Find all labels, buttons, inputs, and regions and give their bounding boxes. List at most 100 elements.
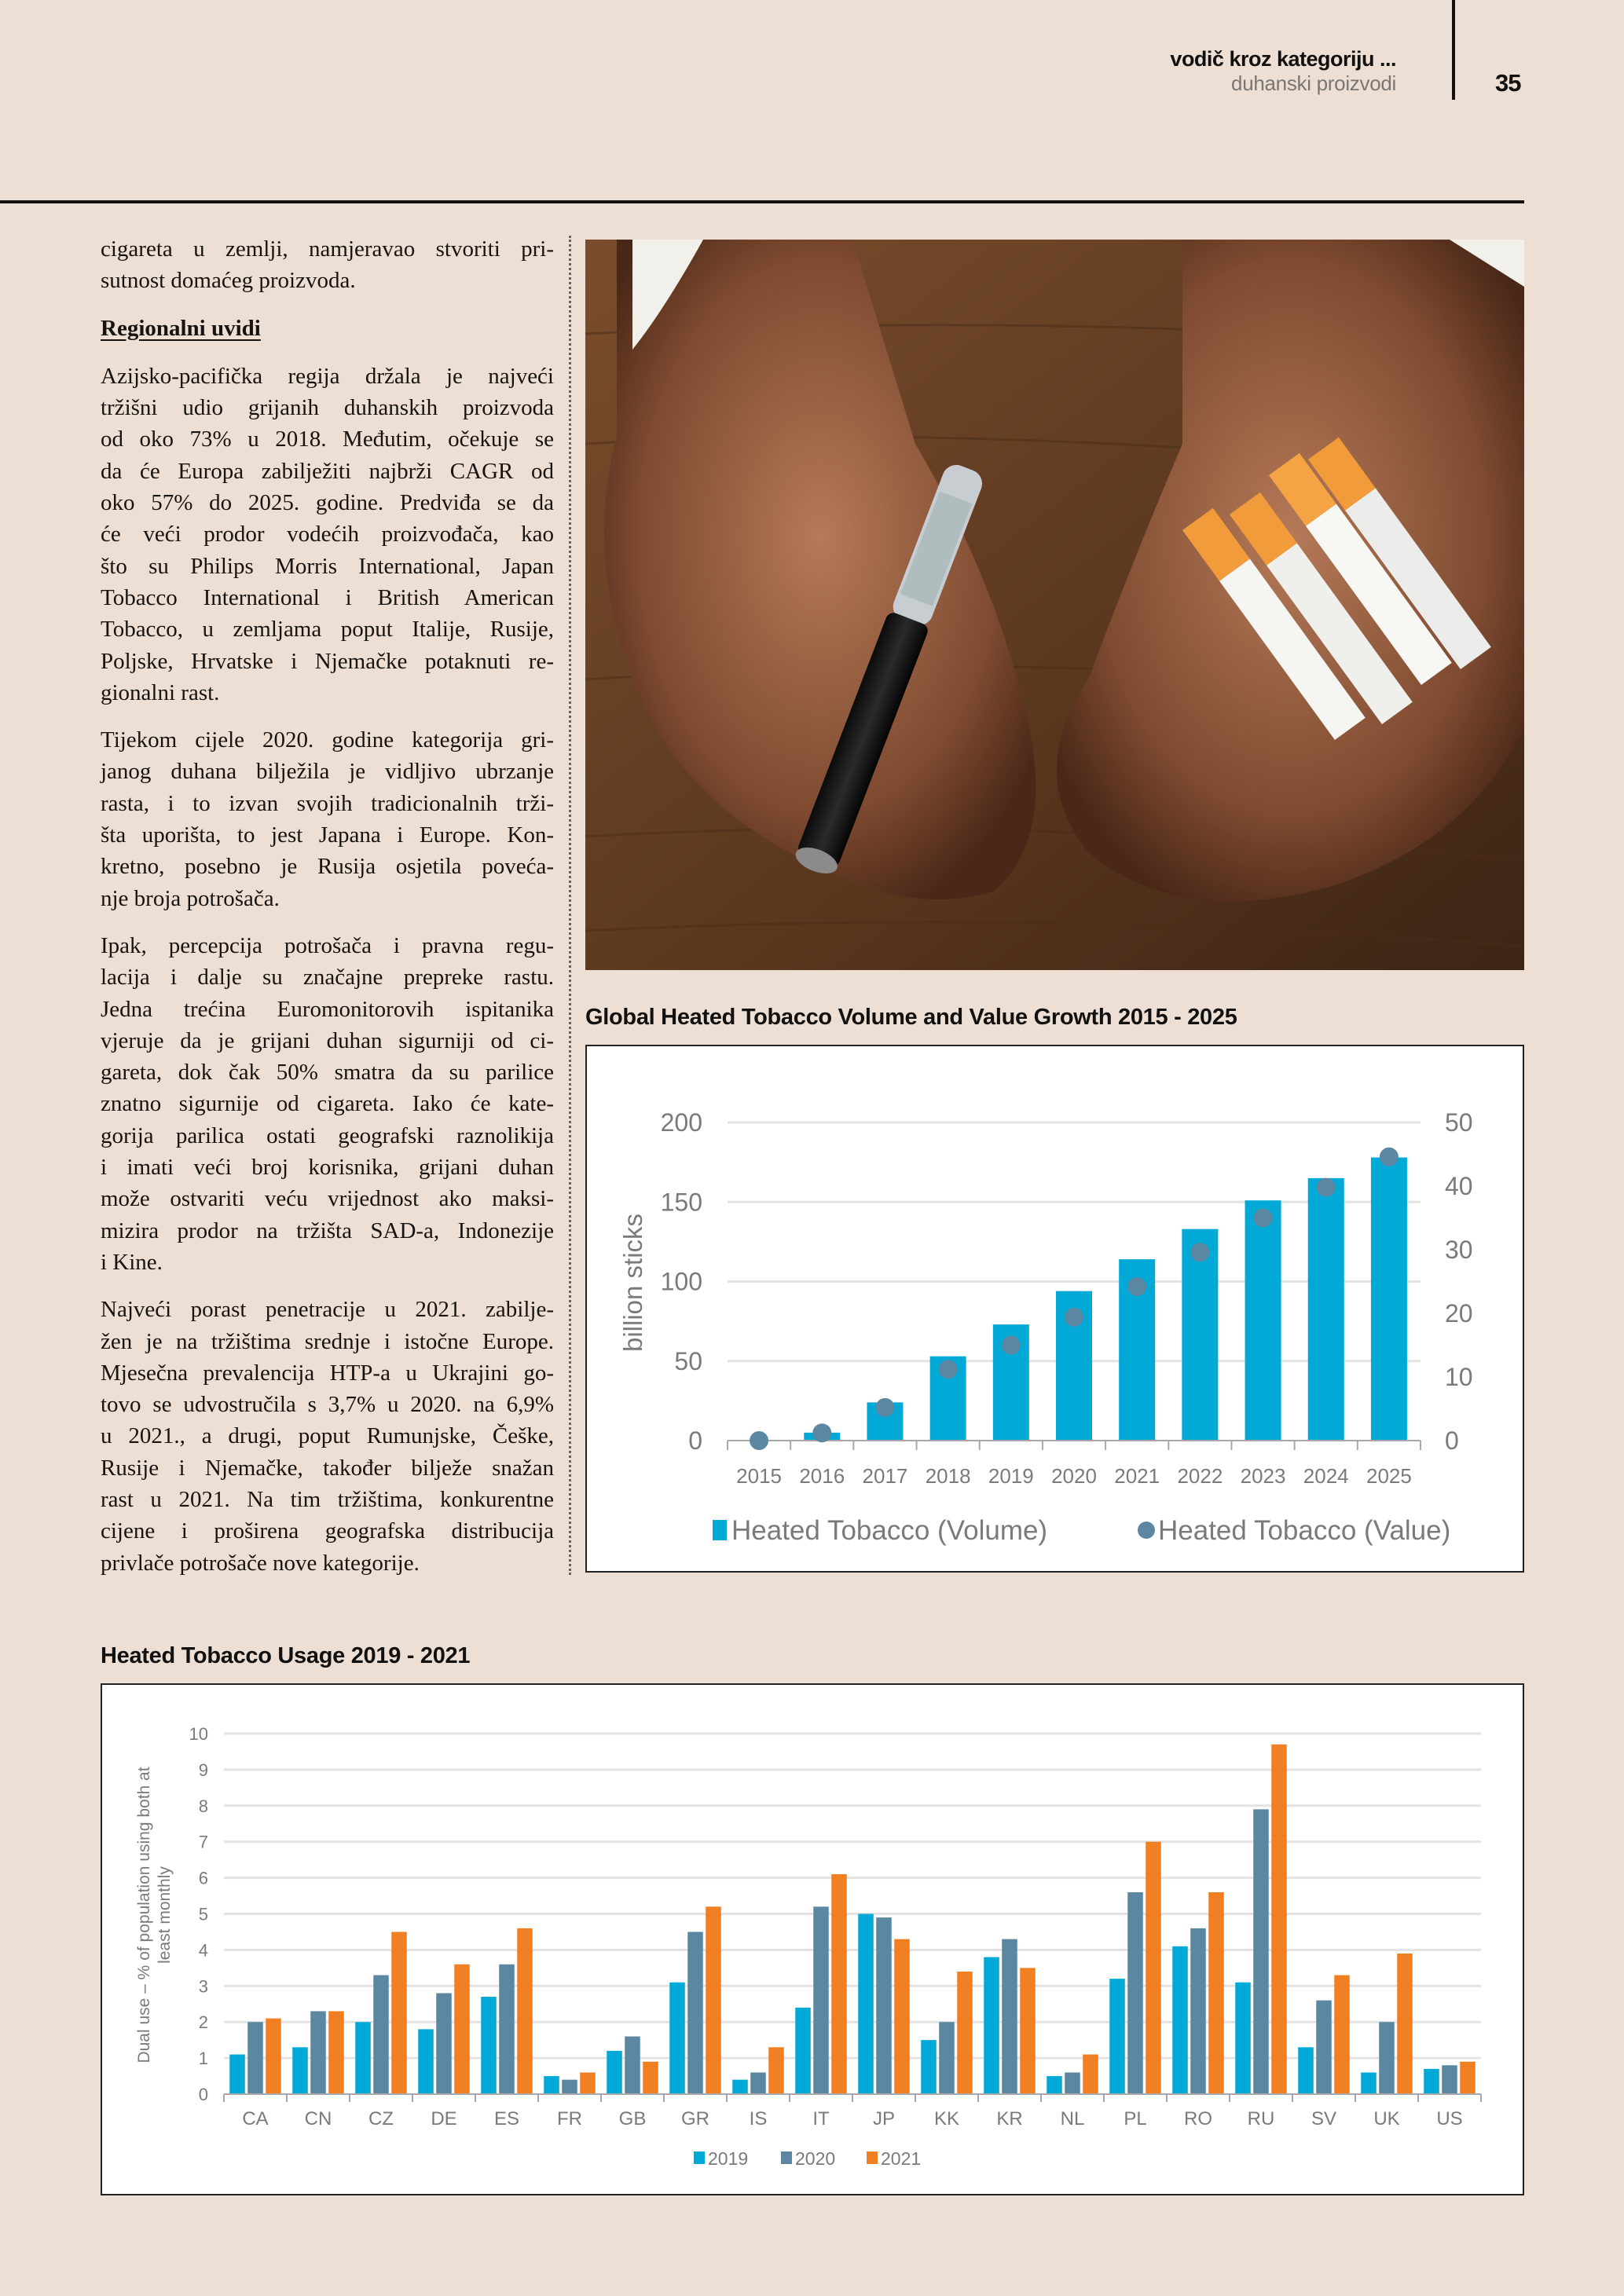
bar-2021-RU — [1271, 1744, 1287, 2094]
text-line: Tobacco, u zemljama poput Italije, Rusij… — [101, 617, 554, 643]
text-line: rast u 2021. Na tim tržištima, konkurent… — [101, 1486, 554, 1512]
x-tick-label: GR — [681, 2108, 709, 2129]
bar-2021-CZ — [391, 1932, 407, 2094]
point-value-2018 — [938, 1360, 958, 1379]
bar-2019-CZ — [355, 2022, 371, 2094]
x-tick-label: US — [1436, 2108, 1462, 2129]
text-line: privlače potrošače nove kategorije. — [101, 1550, 420, 1576]
text-line: Rusije i Njemačke, također bilježe snaža… — [101, 1455, 554, 1481]
y-tick-label: 6 — [199, 1869, 208, 1888]
legend-label-2020: 2020 — [795, 2148, 835, 2169]
x-tick-label: 2019 — [988, 1464, 1034, 1488]
x-tick-label: SV — [1311, 2108, 1336, 2129]
point-value-2020 — [1065, 1307, 1083, 1327]
article-paragraph: Najveći porast penetracije u 2021. zabil… — [101, 1294, 554, 1579]
point-value-2019 — [1001, 1335, 1021, 1355]
bar-2021-IT — [831, 1874, 847, 2094]
text-line: da će Europa zabilježiti najbrži CAGR od — [101, 458, 554, 484]
y-tick-label: 0 — [199, 2085, 208, 2104]
text-line: janog duhana bilježila je vidljivo ubrza… — [101, 759, 554, 785]
text-line: gareta, dok čak 50% smatra da su parilic… — [101, 1060, 554, 1086]
legend-swatch-value — [1138, 1522, 1155, 1539]
point-value-2017 — [875, 1397, 895, 1417]
volume-value-chart-svg: 0 50 100 150 200 0 10 20 30 40 50 2015 2016 2017 2018 2… — [618, 1108, 1473, 1546]
legend-swatch-2020 — [781, 2151, 792, 2164]
article-paragraph: Tijekom cijele 2020. godine kategorija g… — [101, 724, 554, 914]
text-line: Najveći porast penetracije u 2021. zabil… — [101, 1297, 554, 1323]
text-line: cigareta u zemlji, namjeravao stvoriti p… — [101, 236, 554, 262]
y2-tick-label: 0 — [1445, 1426, 1459, 1455]
text-line: tovo se udvostručila s 3,7% u 2020. na 6… — [101, 1392, 554, 1418]
bar-volume-2022 — [1182, 1229, 1219, 1441]
bar-2020-JP — [876, 1917, 892, 2094]
legend-swatch-2021 — [867, 2151, 878, 2164]
text-line: gorija parilica ostati geografski raznol… — [101, 1122, 554, 1148]
bar-2019-US — [1424, 2068, 1439, 2094]
x-tick-label: 2023 — [1241, 1464, 1286, 1488]
text-line: šta uporišta, to jest Japana i Europe. K… — [101, 822, 554, 848]
cigarettes — [1182, 437, 1491, 740]
point-value-2025 — [1379, 1147, 1399, 1166]
bar-2020-RU — [1253, 1809, 1269, 2094]
bar-2020-SV — [1316, 2000, 1332, 2094]
bar-2019-UK — [1361, 2072, 1377, 2094]
intro-paragraph: cigareta u zemlji, namjeravao stvoriti p… — [101, 233, 554, 297]
y-tick-label: 10 — [189, 1724, 208, 1744]
text-line: cijene i proširena geografska distribuci… — [101, 1518, 554, 1544]
bar-2019-NL — [1047, 2076, 1062, 2094]
x-tick-label: DE — [431, 2108, 456, 2129]
point-value-2016 — [812, 1423, 832, 1443]
bar-2021-SV — [1334, 1975, 1350, 2094]
page-number: 35 — [1495, 69, 1521, 97]
text-line: Poljske, Hrvatske i Njemačke potaknuti r… — [101, 648, 554, 674]
x-tick-label: 2020 — [1051, 1464, 1097, 1488]
point-value-2015 — [750, 1431, 769, 1450]
bar-2019-FR — [544, 2076, 559, 2094]
text-line: vjeruje da je grijani duhan sigurniji od… — [101, 1027, 554, 1053]
bar-2021-PL — [1146, 1841, 1161, 2094]
y-tick-label: 0 — [688, 1426, 702, 1455]
y2-tick-label: 40 — [1445, 1172, 1473, 1200]
x-tick-label: PL — [1124, 2108, 1146, 2129]
text-line: Azijsko-pacifička regija držala je najve… — [101, 363, 554, 389]
usage-chart-svg: 0 1 2 3 4 5 6 7 8 9 10 CA CN CZ DE ES FR GB GR IS IT JP KK KR NL… — [135, 1724, 1482, 2169]
bar-2020-PL — [1127, 1891, 1143, 2094]
article-photo — [585, 240, 1524, 970]
usage-chart: 0 1 2 3 4 5 6 7 8 9 10 CA CN CZ DE ES FR GB GR IS IT JP KK KR NL… — [101, 1683, 1524, 2195]
bar-2021-FR — [580, 2072, 596, 2094]
point-value-2022 — [1190, 1243, 1210, 1262]
y-axis-label: Dual use – % of population using both at — [135, 1767, 153, 2063]
bar-2020-IS — [750, 2072, 766, 2094]
x-tick-label: KR — [996, 2108, 1022, 2129]
bar-2019-IT — [795, 2007, 811, 2094]
bar-2021-CN — [328, 2011, 344, 2094]
bar-2019-JP — [858, 1913, 874, 2094]
bar-2019-PL — [1109, 1979, 1125, 2094]
bar-2020-KK — [939, 2022, 955, 2094]
y-tick-label: 200 — [661, 1108, 702, 1137]
x-tick-label: GB — [619, 2108, 647, 2129]
x-tick-label: CA — [242, 2108, 268, 2129]
chart1-title: Global Heated Tobacco Volume and Value G… — [585, 1005, 1237, 1030]
bar-2021-UK — [1397, 1953, 1413, 2094]
text-line: će veći prodor vodećih proizvođača, kao — [101, 522, 554, 547]
text-line: tržišni udio grijanih duhanskih proizvod… — [101, 395, 554, 421]
bar-volume-2023 — [1245, 1200, 1281, 1441]
bar-2021-NL — [1083, 2054, 1098, 2094]
point-value-2023 — [1253, 1208, 1273, 1228]
bar-2019-GR — [669, 1982, 685, 2094]
legend-label-volume: Heated Tobacco (Volume) — [731, 1515, 1047, 1546]
x-tick-label: 2025 — [1366, 1464, 1412, 1488]
bar-2021-KR — [1020, 1968, 1036, 2094]
bar-2021-US — [1460, 2061, 1476, 2094]
y2-tick-label: 50 — [1445, 1108, 1473, 1137]
bar-2020-US — [1442, 2065, 1457, 2094]
y-tick-label: 5 — [199, 1905, 208, 1924]
text-line: lacija i dalje su značajne prepreke rast… — [101, 965, 554, 991]
x-tick-label: 2018 — [926, 1464, 971, 1488]
text-line: od oko 73% u 2018. Međutim, očekuje se — [101, 427, 554, 452]
bar-2020-IT — [813, 1906, 829, 2094]
bar-2020-FR — [562, 2079, 577, 2094]
x-tick-label: IS — [750, 2108, 768, 2129]
column-divider — [569, 236, 571, 1575]
